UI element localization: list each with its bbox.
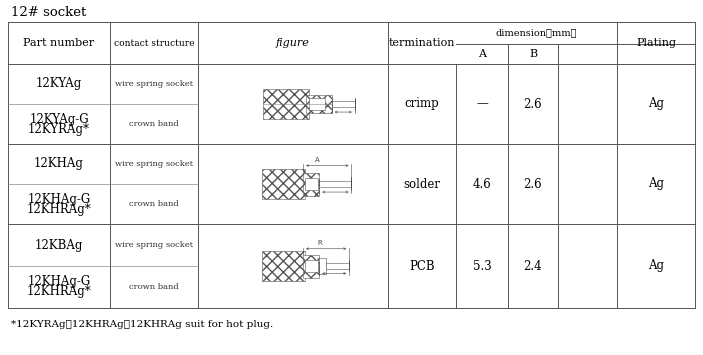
Text: —: — — [476, 98, 488, 110]
Bar — [306, 260, 318, 272]
Text: 12KBAg: 12KBAg — [35, 239, 83, 251]
Text: 12KYRAg*: 12KYRAg* — [28, 122, 90, 136]
Bar — [307, 95, 332, 113]
Text: contact structure: contact structure — [114, 38, 194, 48]
Text: PCB: PCB — [409, 260, 435, 273]
Text: 4.6: 4.6 — [472, 178, 491, 191]
Text: 12# socket: 12# socket — [11, 5, 86, 18]
Text: 12KHRAg*: 12KHRAg* — [27, 202, 91, 215]
Text: dimension（mm）: dimension（mm） — [496, 28, 577, 38]
Bar — [262, 251, 306, 281]
Text: 5.3: 5.3 — [472, 260, 491, 273]
Bar — [309, 98, 325, 110]
Bar — [306, 178, 318, 190]
Text: B: B — [529, 49, 537, 59]
Text: Ag: Ag — [648, 98, 664, 110]
Text: crown band: crown band — [129, 283, 179, 291]
Text: termination: termination — [389, 38, 456, 48]
Text: figure: figure — [276, 38, 310, 48]
Text: 2.6: 2.6 — [524, 98, 542, 110]
Text: wire spring socket: wire spring socket — [115, 241, 193, 249]
Text: 12KYAg-G: 12KYAg-G — [30, 113, 89, 126]
Text: A: A — [478, 49, 486, 59]
Text: Ag: Ag — [648, 260, 664, 273]
Text: R: R — [317, 240, 322, 246]
Text: *12KYRAg．12KHRAg．12KHRAg suit for hot plug.: *12KYRAg．12KHRAg．12KHRAg suit for hot pl… — [11, 320, 273, 329]
Text: 2.4: 2.4 — [524, 260, 542, 273]
Text: 12KHAg-G: 12KHAg-G — [27, 275, 91, 289]
Bar — [303, 255, 319, 278]
Bar — [262, 169, 306, 199]
Text: 12KYAg: 12KYAg — [36, 77, 82, 91]
Bar — [332, 100, 355, 108]
Text: crimp: crimp — [405, 98, 439, 110]
Bar — [263, 89, 309, 119]
Text: crown band: crown band — [129, 120, 179, 128]
Text: solder: solder — [404, 178, 441, 191]
Text: Plating: Plating — [636, 38, 676, 48]
Text: Ag: Ag — [648, 178, 664, 191]
Text: 2.6: 2.6 — [524, 178, 542, 191]
Text: wire spring socket: wire spring socket — [115, 160, 193, 168]
Bar — [319, 181, 352, 187]
Bar — [319, 258, 326, 274]
Bar — [326, 263, 349, 269]
Text: 12KHRAg*: 12KHRAg* — [27, 285, 91, 299]
Text: 12KHAg: 12KHAg — [34, 158, 84, 170]
Text: crown band: crown band — [129, 200, 179, 208]
Text: wire spring socket: wire spring socket — [115, 80, 193, 88]
Text: 12KHAg-G: 12KHAg-G — [27, 192, 91, 206]
Text: Part number: Part number — [23, 38, 95, 48]
Bar — [303, 173, 319, 196]
Text: A: A — [315, 157, 320, 163]
